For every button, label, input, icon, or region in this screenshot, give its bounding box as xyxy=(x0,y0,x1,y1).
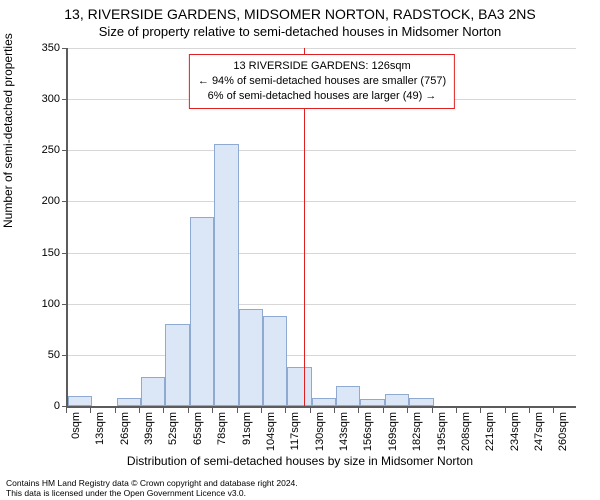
xtick-label: 65sqm xyxy=(192,412,204,445)
xtick-label: 143sqm xyxy=(338,412,350,451)
xtick-mark xyxy=(212,408,213,413)
xtick-mark xyxy=(383,408,384,413)
gridline xyxy=(68,253,576,254)
histogram-bar xyxy=(287,367,311,406)
histogram-bar xyxy=(409,398,433,406)
xtick-mark xyxy=(139,408,140,413)
ytick-label: 150 xyxy=(26,247,60,259)
histogram-bar xyxy=(141,377,165,406)
histogram-bar xyxy=(239,309,263,406)
xtick-label: 234sqm xyxy=(509,412,521,451)
xtick-label: 130sqm xyxy=(314,412,326,451)
xtick-mark xyxy=(407,408,408,413)
histogram-bar xyxy=(385,394,409,406)
ytick-mark xyxy=(62,99,68,100)
xtick-label: 169sqm xyxy=(387,412,399,451)
annotation-box: 13 RIVERSIDE GARDENS: 126sqm ← 94% of se… xyxy=(189,54,455,109)
histogram-bar xyxy=(263,316,287,406)
xtick-mark xyxy=(285,408,286,413)
footer-line-2: This data is licensed under the Open Gov… xyxy=(6,488,298,498)
histogram-bar xyxy=(312,398,336,406)
ytick-mark xyxy=(62,150,68,151)
xtick-mark xyxy=(115,408,116,413)
ytick-label: 300 xyxy=(26,93,60,105)
xtick-label: 182sqm xyxy=(411,412,423,451)
xtick-label: 117sqm xyxy=(289,412,301,450)
xtick-mark xyxy=(432,408,433,413)
xtick-label: 26sqm xyxy=(119,412,131,445)
xtick-mark xyxy=(163,408,164,413)
xtick-label: 247sqm xyxy=(533,412,545,451)
gridline xyxy=(68,150,576,151)
histogram-bar xyxy=(336,386,360,406)
xtick-mark xyxy=(237,408,238,413)
histogram-bar xyxy=(68,396,92,406)
xtick-label: 195sqm xyxy=(436,412,448,451)
xtick-label: 260sqm xyxy=(557,412,569,451)
ytick-mark xyxy=(62,201,68,202)
ytick-label: 200 xyxy=(26,195,60,207)
xtick-mark xyxy=(90,408,91,413)
xtick-label: 91sqm xyxy=(241,412,253,445)
ytick-label: 0 xyxy=(26,400,60,412)
xtick-label: 208sqm xyxy=(460,412,472,451)
chart-title-sub: Size of property relative to semi-detach… xyxy=(0,24,600,39)
histogram-bar xyxy=(117,398,141,406)
xtick-mark xyxy=(480,408,481,413)
histogram-bar xyxy=(190,217,214,406)
xtick-label: 221sqm xyxy=(484,412,496,451)
xtick-label: 78sqm xyxy=(216,412,228,445)
xtick-label: 156sqm xyxy=(362,412,374,451)
xtick-label: 13sqm xyxy=(94,412,106,445)
xtick-mark xyxy=(456,408,457,413)
xtick-label: 39sqm xyxy=(143,412,155,445)
xtick-mark xyxy=(553,408,554,413)
plot-area: 13 RIVERSIDE GARDENS: 126sqm ← 94% of se… xyxy=(66,48,576,408)
gridline xyxy=(68,355,576,356)
ytick-mark xyxy=(62,355,68,356)
xtick-mark xyxy=(334,408,335,413)
gridline xyxy=(68,201,576,202)
histogram-bar xyxy=(165,324,189,406)
footer-line-1: Contains HM Land Registry data © Crown c… xyxy=(6,478,298,488)
xtick-mark xyxy=(505,408,506,413)
gridline xyxy=(68,304,576,305)
xtick-label: 0sqm xyxy=(70,412,82,439)
x-axis-label: Distribution of semi-detached houses by … xyxy=(0,454,600,468)
xtick-mark xyxy=(188,408,189,413)
gridline xyxy=(68,48,576,49)
ytick-label: 250 xyxy=(26,144,60,156)
xtick-mark xyxy=(261,408,262,413)
ytick-mark xyxy=(62,304,68,305)
annotation-line-2: ← 94% of semi-detached houses are smalle… xyxy=(198,74,446,89)
chart-title-main: 13, RIVERSIDE GARDENS, MIDSOMER NORTON, … xyxy=(0,6,600,22)
xtick-mark xyxy=(358,408,359,413)
ytick-label: 100 xyxy=(26,298,60,310)
xtick-mark xyxy=(310,408,311,413)
annotation-line-3: 6% of semi-detached houses are larger (4… xyxy=(198,89,446,104)
y-axis-label: Number of semi-detached properties xyxy=(1,33,15,228)
ytick-mark xyxy=(62,253,68,254)
xtick-label: 104sqm xyxy=(265,412,277,451)
histogram-bar xyxy=(214,144,238,406)
ytick-label: 50 xyxy=(26,349,60,361)
ytick-mark xyxy=(62,406,68,407)
chart-container: 13, RIVERSIDE GARDENS, MIDSOMER NORTON, … xyxy=(0,0,600,500)
ytick-label: 350 xyxy=(26,42,60,54)
footer-attribution: Contains HM Land Registry data © Crown c… xyxy=(6,478,298,498)
annotation-line-1: 13 RIVERSIDE GARDENS: 126sqm xyxy=(198,59,446,74)
xtick-mark xyxy=(529,408,530,413)
xtick-mark xyxy=(66,408,67,413)
histogram-bar xyxy=(360,399,384,406)
ytick-mark xyxy=(62,48,68,49)
xtick-label: 52sqm xyxy=(167,412,179,445)
